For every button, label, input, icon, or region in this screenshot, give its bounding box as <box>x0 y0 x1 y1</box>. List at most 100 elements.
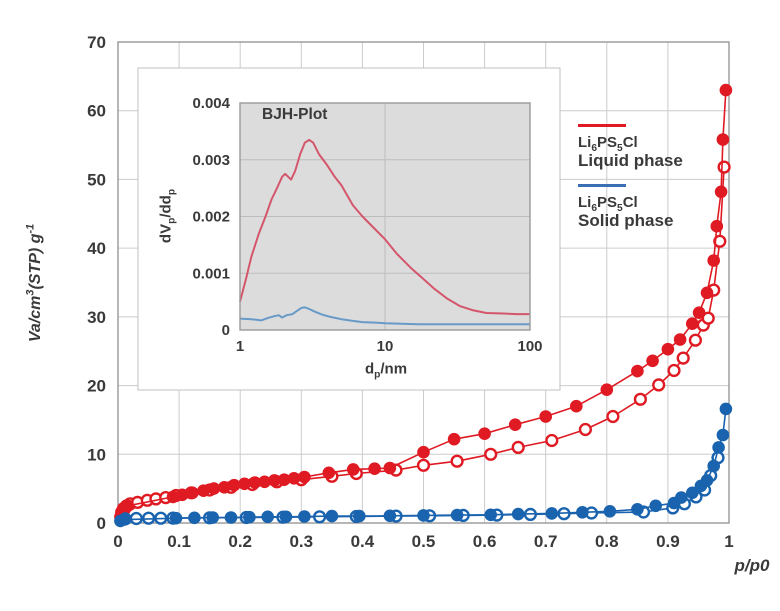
data-point-filled <box>258 475 271 489</box>
data-point-filled <box>383 461 397 475</box>
data-point-filled <box>570 399 583 413</box>
inset-x-tick-label: 100 <box>517 338 542 355</box>
inset-y-tick-label: 0 <box>222 322 230 339</box>
main-x-tick-label: 0.9 <box>656 532 680 551</box>
legend-formula: Li6PS5Cl <box>578 134 638 154</box>
data-point-filled <box>661 342 675 356</box>
data-point-open <box>701 311 715 325</box>
data-point-open <box>667 363 681 378</box>
data-point-filled <box>261 510 275 524</box>
main-x-tick-label: 0.7 <box>534 532 558 551</box>
data-point-filled <box>287 472 301 485</box>
data-point-filled <box>188 511 201 525</box>
data-point-open <box>676 351 690 365</box>
data-point-filled <box>368 462 381 476</box>
data-point-open <box>578 422 593 437</box>
inset-x-tick-label: 1 <box>236 338 244 355</box>
data-point-filled <box>700 474 714 487</box>
data-point-filled <box>450 508 464 522</box>
data-point-filled <box>197 484 210 498</box>
inset-bjh-plot: 0 0.001 0.002 0.003 0.004 1 10 100 <box>137 67 561 391</box>
data-point-filled <box>675 491 688 504</box>
data-point-open <box>633 392 648 406</box>
data-point-filled <box>710 219 724 233</box>
data-point-filled <box>277 473 291 487</box>
inset-series-solid-phase-bjh-line <box>239 306 530 326</box>
data-point-filled <box>692 306 706 320</box>
main-plot-frame <box>117 41 730 524</box>
data-point-filled <box>207 482 221 495</box>
main-x-axis-label: p/p0 <box>734 556 770 575</box>
data-point-filled <box>298 470 311 484</box>
data-point-open <box>484 447 498 461</box>
data-point-filled <box>279 510 293 524</box>
legend-formula: Li6PS5Cl <box>578 193 638 214</box>
data-point-filled <box>224 511 238 524</box>
data-point-filled <box>673 333 687 346</box>
legend-phase-label: Liquid phase <box>578 151 683 171</box>
data-point-filled <box>707 459 720 473</box>
main-x-tick-label: 0.8 <box>595 532 619 551</box>
data-point-filled <box>227 478 241 492</box>
main-x-tick-label: 0 <box>113 532 122 551</box>
legend-line-swatch <box>578 124 626 127</box>
legend-phase-label: Solid phase <box>578 211 674 231</box>
main-series-solid-phase-adsorption <box>114 402 733 528</box>
data-point-filled <box>700 286 714 300</box>
data-point-filled <box>686 486 699 500</box>
data-point-filled <box>600 383 614 397</box>
main-y-tick-label: 0 <box>97 514 106 533</box>
data-point-filled <box>484 508 498 522</box>
main-y-tick-label: 50 <box>87 170 106 189</box>
data-point-open <box>688 333 703 347</box>
data-point-filled <box>238 477 251 491</box>
data-point-filled <box>186 486 199 500</box>
data-point-filled <box>649 499 662 513</box>
inset-title: BJH-Plot <box>262 106 328 123</box>
inset-y-tick-label: 0.001 <box>192 265 230 282</box>
data-point-filled <box>508 418 522 432</box>
data-point-filled <box>417 445 430 459</box>
data-point-filled <box>539 410 552 423</box>
inset-series-liquid-phase-bjh-line <box>239 138 530 316</box>
data-point-open <box>713 234 727 248</box>
data-point-filled <box>447 432 461 446</box>
data-point-filled <box>175 488 189 502</box>
main-y-tick-label: 70 <box>87 33 106 52</box>
data-point-filled <box>646 354 659 368</box>
data-point-filled <box>117 513 131 526</box>
data-point-filled <box>346 463 360 476</box>
data-point-filled <box>712 441 725 454</box>
data-point-filled <box>576 506 589 519</box>
main-x-tick-label: 0.2 <box>228 532 252 551</box>
data-point-filled <box>478 427 491 441</box>
inset-y-tick-label: 0.002 <box>192 209 230 226</box>
main-y-tick-label: 40 <box>87 239 106 258</box>
data-point-filled <box>707 254 720 267</box>
data-point-filled <box>243 510 256 524</box>
inset-y-tick-label: 0.004 <box>192 95 230 112</box>
main-x-tick-label: 0.4 <box>351 532 375 551</box>
data-point-filled <box>417 509 430 522</box>
data-point-filled <box>603 505 617 518</box>
data-point-filled <box>268 474 281 487</box>
data-point-filled <box>511 507 525 521</box>
data-point-filled <box>325 509 339 523</box>
data-point-open <box>545 433 559 448</box>
data-point-filled <box>631 503 644 516</box>
data-point-filled <box>218 481 231 494</box>
data-point-open <box>450 454 464 468</box>
legend-item: Li6PS5Cl Solid phase <box>578 183 738 231</box>
data-point-filled <box>121 499 135 513</box>
main-y-axis-label: Va/cm3(STP) g-1 <box>24 223 44 343</box>
data-point-filled <box>169 511 183 525</box>
chart-legend: Li6PS5Cl Liquid phase Li6PS5Cl Solid phase <box>578 124 738 244</box>
data-point-filled <box>383 509 397 523</box>
data-point-filled <box>719 402 733 416</box>
data-point-open <box>606 409 620 424</box>
data-point-filled <box>716 428 730 442</box>
inset-y-tick-label: 0.003 <box>192 152 230 169</box>
